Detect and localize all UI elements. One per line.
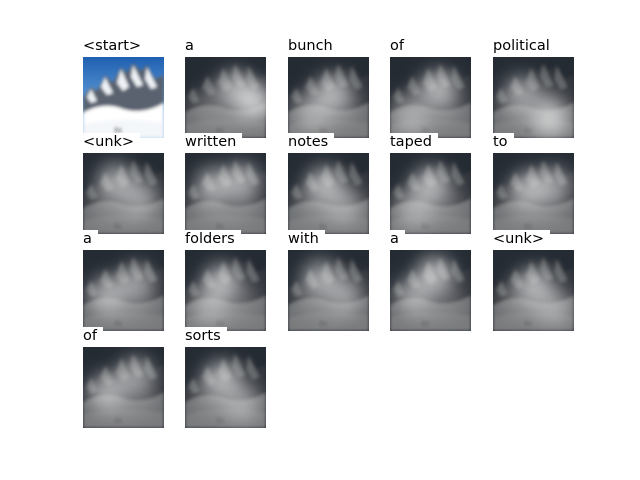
attention-cell: notes bbox=[288, 133, 369, 234]
attention-cell: a bbox=[390, 230, 471, 331]
caption-word: a bbox=[390, 230, 405, 250]
attention-cell: political bbox=[493, 37, 574, 138]
attention-map-image bbox=[390, 153, 471, 234]
attention-cell: to bbox=[493, 133, 574, 234]
attention-cell: a bbox=[83, 230, 164, 331]
original-photo bbox=[83, 57, 164, 138]
attention-map-image bbox=[288, 153, 369, 234]
attention-cell: a bbox=[185, 37, 266, 138]
attention-map-image bbox=[493, 153, 574, 234]
caption-word: <unk> bbox=[493, 230, 551, 250]
caption-word: taped bbox=[390, 133, 438, 153]
attention-cell: of bbox=[83, 327, 164, 428]
caption-word: bunch bbox=[288, 37, 339, 57]
attention-map-image bbox=[390, 57, 471, 138]
attention-cell: <start> bbox=[83, 37, 164, 138]
attention-map-image bbox=[185, 250, 266, 331]
attention-map-image bbox=[288, 57, 369, 138]
attention-map-image bbox=[493, 57, 574, 138]
caption-word: written bbox=[185, 133, 243, 153]
attention-map-image bbox=[83, 347, 164, 428]
attention-cell: with bbox=[288, 230, 369, 331]
attention-cell: <unk> bbox=[493, 230, 574, 331]
caption-word: a bbox=[185, 37, 200, 57]
attention-map-image bbox=[83, 153, 164, 234]
caption-word: sorts bbox=[185, 327, 227, 347]
attention-cell: bunch bbox=[288, 37, 369, 138]
attention-cell: folders bbox=[185, 230, 266, 331]
caption-word: <start> bbox=[83, 37, 148, 57]
attention-cell: of bbox=[390, 37, 471, 138]
attention-map-image bbox=[493, 250, 574, 331]
caption-word: with bbox=[288, 230, 325, 250]
caption-word: <unk> bbox=[83, 133, 141, 153]
caption-word: political bbox=[493, 37, 556, 57]
attention-cell: sorts bbox=[185, 327, 266, 428]
caption-word: notes bbox=[288, 133, 335, 153]
caption-word: folders bbox=[185, 230, 241, 250]
caption-word: to bbox=[493, 133, 514, 153]
attention-map-image bbox=[185, 347, 266, 428]
attention-map-image bbox=[185, 57, 266, 138]
attention-cell: taped bbox=[390, 133, 471, 234]
attention-map-image bbox=[185, 153, 266, 234]
attention-map-image bbox=[83, 250, 164, 331]
attention-cell: <unk> bbox=[83, 133, 164, 234]
attention-map-image bbox=[390, 250, 471, 331]
caption-word: of bbox=[83, 327, 103, 347]
caption-word: of bbox=[390, 37, 410, 57]
attention-map-image bbox=[288, 250, 369, 331]
attention-cell: written bbox=[185, 133, 266, 234]
caption-word: a bbox=[83, 230, 98, 250]
